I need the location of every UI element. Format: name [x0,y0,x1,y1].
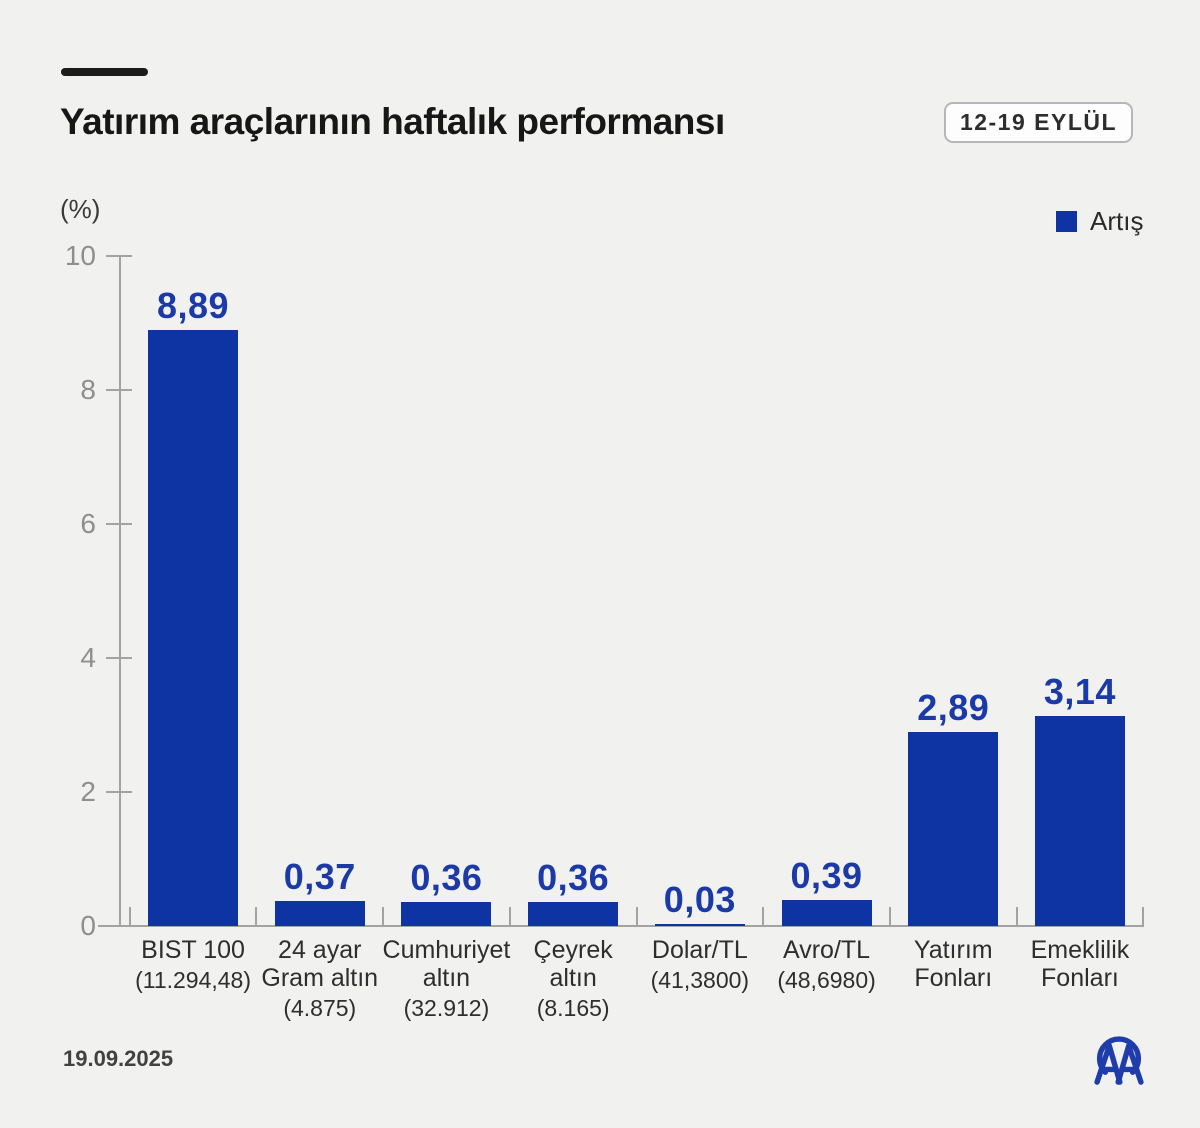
category-name-line: Fonları [1041,964,1119,992]
y-axis-tick-label: 0 [80,910,96,941]
category-detail-value: (8.165) [536,995,610,1021]
y-axis-tick [106,925,132,927]
x-axis-tick [128,907,131,925]
bar [148,330,239,926]
x-axis-tick [888,907,891,925]
category-name-line: Emeklilik [1030,936,1130,964]
bar [908,732,999,926]
bar [401,901,492,926]
y-axis-tick [106,255,132,257]
bar [781,899,872,926]
accent-dash [61,68,148,76]
chart-legend: Artış [1056,206,1143,237]
legend-color-swatch [1056,211,1077,232]
category-name-line: Çeyrek [533,936,613,964]
y-axis-tick-label: 2 [80,776,96,807]
category-detail-value: (11.294,48) [135,967,252,993]
bar-value-label: 0,36 [537,856,610,898]
category-detail-value: (4.875) [283,995,357,1021]
y-axis-tick [106,389,132,391]
x-axis-category-label: BIST 100 (11.294,48) [113,936,273,994]
x-axis-tick [255,907,258,925]
y-axis-tick-label: 8 [80,374,96,405]
category-name-line: altın [549,964,597,992]
category-name-line: 24 ayar [278,936,362,964]
aa-logo-graphic [1094,1036,1144,1085]
bar [654,923,745,926]
bar-value-label: 3,14 [1043,670,1116,712]
publication-date: 19.09.2025 [63,1046,174,1071]
x-axis-tick [508,907,511,925]
x-axis-tick [762,907,765,925]
y-axis-tick [106,657,132,659]
category-name-line: BIST 100 [141,936,245,964]
bar-value-label: 0,36 [410,856,483,898]
y-axis-tick [106,791,132,793]
bar [1034,715,1125,926]
y-axis-line [119,256,121,926]
date-range-badge: 12-19 EYLÜL [944,102,1133,143]
x-axis-tick [1015,907,1018,925]
category-name-line: Yatırım [913,936,993,964]
category-detail-value: (48,6980) [777,967,876,993]
bar-value-label: 0,03 [663,878,736,920]
x-axis-tick [382,907,385,925]
bar [528,901,619,926]
bar-value-label: 0,37 [283,856,356,898]
category-detail-value: (41,3800) [650,967,750,993]
category-name-line: altın [422,964,471,992]
bar-value-label: 2,89 [917,687,990,729]
bar-value-label: 0,39 [790,854,863,896]
bar-value-label: 8,89 [157,285,230,327]
category-name-line: Avro/TL [783,936,871,964]
legend-label: Artış [1090,206,1144,236]
category-name-line: Fonları [914,964,993,992]
category-name-line: Gram altın [261,964,379,992]
x-axis-category-label: Cumhuriyet altın (32.912) [366,936,526,1022]
x-axis-tick [635,907,638,925]
category-name-line: Cumhuriyet [382,936,511,964]
y-axis-tick [106,523,132,525]
page-title: Yatırım araçlarının haftalık performansı [60,101,725,142]
category-detail-value: (32.912) [403,995,490,1021]
x-axis-category-label: Yatırım Fonları [873,936,1033,992]
x-axis-category-label: 24 ayar Gram altın (4.875) [240,936,400,1022]
aa-logo [1092,1033,1146,1089]
y-axis-tick-label: 4 [80,642,96,673]
y-axis-tick-label: 10 [64,240,96,271]
y-axis-tick-label: 6 [80,508,96,539]
bar [274,901,365,926]
x-axis-line [98,925,1144,927]
category-name-line: Dolar/TL [651,936,748,964]
x-axis-category-label: Avro/TL (48,6980) [747,936,907,994]
x-axis-category-label: Emeklilik Fonları [1000,936,1160,992]
x-axis-tick [1142,907,1145,925]
y-axis-unit-label: (%) [60,194,101,224]
x-axis-category-label: Dolar/TL (41,3800) [620,936,780,994]
x-axis-category-label: Çeyrek altın (8.165) [493,936,653,1022]
